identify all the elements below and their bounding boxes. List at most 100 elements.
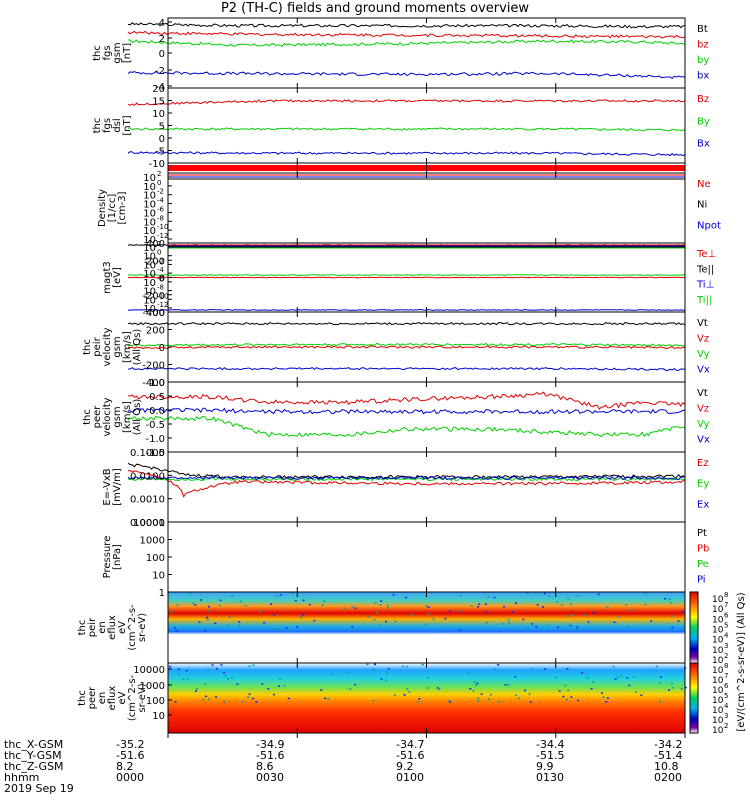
peer-spectrogram-noise (438, 688, 441, 690)
peer-spectrogram-noise (514, 676, 517, 678)
peer-spectrogram-noise (261, 683, 264, 685)
ytick-label-5-0: 400 (146, 308, 165, 319)
ephem-label-date: 2019 Sep 19 (4, 782, 74, 795)
series-peir_velocity-Vy (127, 274, 686, 276)
ylabel-peir_velocity-3: gsm (112, 336, 123, 357)
series-peer_velocity-Vt (127, 321, 686, 326)
cb-exp-1-2: 6 (724, 682, 729, 690)
panel-frame-7 (167, 451, 686, 523)
ephem-x-0: -35.2 (116, 738, 145, 751)
ylabel-temperature-1: [eV] (112, 267, 123, 288)
ylog-exp-3-6: -10 (157, 223, 168, 231)
peer-spectrogram-noise (436, 687, 439, 689)
cb-label-0-4: 10 (712, 636, 724, 646)
series-peir_velocity-Vz (127, 276, 686, 279)
peir-spectrogram-noise (285, 627, 288, 629)
peir-spectrogram-noise (274, 628, 277, 630)
peir-spectrogram-noise (557, 626, 560, 628)
legend-fgs_gsm-0: Bt (697, 24, 708, 35)
peir-spectrogram-noise (200, 599, 202, 601)
peer-spectrogram-noise (668, 689, 670, 691)
legend-temperature-0: Te⊥ (696, 249, 716, 260)
peir-spectrogram-noise (597, 593, 600, 595)
legend-fgs_gsm-1: bz (697, 40, 709, 51)
ylabel-peir_eflux-3: eflux (107, 615, 118, 640)
peir-spectrogram-noise (444, 617, 447, 620)
ylabel-peir_eflux-1: peir (87, 617, 98, 637)
ylog-label-3-4: 10 (143, 208, 156, 219)
peer-spectrogram-noise (531, 667, 534, 670)
peer-spectrogram-noise (566, 668, 569, 670)
peir-spectrogram-noise (394, 620, 397, 623)
legend-peir_velocity-3: Vx (697, 365, 710, 376)
peer-spectrogram-noise (616, 676, 619, 678)
cb-label-1-4: 10 (712, 706, 724, 716)
peer-spectrogram-noise (202, 699, 205, 701)
peer-spectrogram-noise (421, 663, 424, 666)
peer-spectrogram-noise (477, 697, 480, 700)
series-peir_velocity-Vx (127, 309, 685, 311)
peir-spectrogram-noise (296, 626, 299, 628)
peer-spectrogram-noise (640, 694, 643, 697)
peer-spectrogram-noise (186, 678, 189, 680)
peir-spectrogram-noise (231, 595, 234, 597)
peer-spectrogram-noise (372, 699, 375, 702)
peir-spectrogram-noise (198, 621, 201, 623)
peir-spectrogram-noise (487, 596, 490, 598)
peir-spectrogram-noise (238, 621, 241, 623)
legend-pressure-1: Pb (697, 544, 709, 555)
peer-spectrogram-noise (406, 688, 409, 690)
peer-spectrogram-noise (528, 693, 531, 695)
peer-spectrogram-noise (204, 683, 207, 685)
peer-spectrogram-noise (366, 663, 369, 666)
ylabel-peer_eflux-5: (cm^2-s- (127, 674, 138, 721)
peer-spectrogram-noise (680, 688, 683, 690)
peer-spectrogram-noise (473, 681, 476, 683)
peir-spectrogram-noise (355, 628, 358, 630)
ylog-exp-4-2: -2 (157, 257, 164, 265)
series-peer_velocity-Vy (127, 342, 686, 347)
peir-spectrogram-noise (194, 604, 197, 606)
peer-spectrogram-noise (564, 684, 567, 687)
peer-spectrogram-noise (586, 677, 589, 679)
peir-spectrogram-noise (387, 606, 389, 609)
peer-spectrogram-noise (497, 664, 500, 666)
peer-spectrogram-noise (488, 698, 490, 700)
figure-title: P2 (TH-C) fields and ground moments over… (220, 1, 530, 16)
peir-spectrogram-noise (302, 614, 305, 616)
series-fgs_gsm-Bt (127, 22, 686, 29)
peir-spectrogram-noise (263, 622, 266, 624)
ylabel-fgs_dsl-1: fgs (102, 118, 113, 133)
series-fgs_gsm-bx (127, 70, 686, 80)
cb-exp-0-2: 6 (724, 611, 729, 619)
legend-temperature-3: Ti|| (696, 295, 712, 306)
ylabel-peir_eflux-4: eV (117, 621, 128, 634)
ephem-label-z: thc_Z-GSM (4, 760, 64, 773)
cb-label-1-3: 10 (712, 696, 724, 706)
ylog-exp-4-6: -10 (157, 292, 168, 300)
legend-temperature-2: Ti⊥ (696, 280, 714, 291)
ylabel-peir_velocity-1: peir (92, 336, 103, 356)
peir-spectrogram-noise (176, 604, 179, 607)
peir-spectrogram-noise (526, 627, 529, 630)
panel-frame-6 (167, 381, 686, 453)
cb-exp-1-3: 5 (724, 692, 728, 700)
ytick-label-8-0: 10000 (133, 518, 165, 529)
peer-spectrogram-noise (215, 696, 218, 698)
ytick-label-4-4: -400 (142, 308, 165, 319)
ylabel-pressure-0: Pressure (102, 536, 113, 579)
peer-spectrogram-noise (671, 687, 674, 689)
peir-spectrogram-noise (548, 595, 550, 598)
cb-label-0-2: 10 (712, 615, 724, 625)
time-tick-3: 0130 (536, 771, 564, 784)
peer-spectrogram-noise (562, 695, 565, 698)
peer-spectrogram-noise (612, 665, 615, 668)
peir-spectrogram-noise (567, 615, 570, 617)
peer-spectrogram-noise (252, 697, 254, 700)
peir-spectrogram-noise (174, 627, 177, 629)
cb-exp-0-1: 7 (724, 601, 728, 609)
peir-spectrogram-noise (288, 630, 291, 633)
peer-spectrogram-noise (380, 678, 383, 680)
peir-spectrogram-noise (170, 611, 173, 613)
